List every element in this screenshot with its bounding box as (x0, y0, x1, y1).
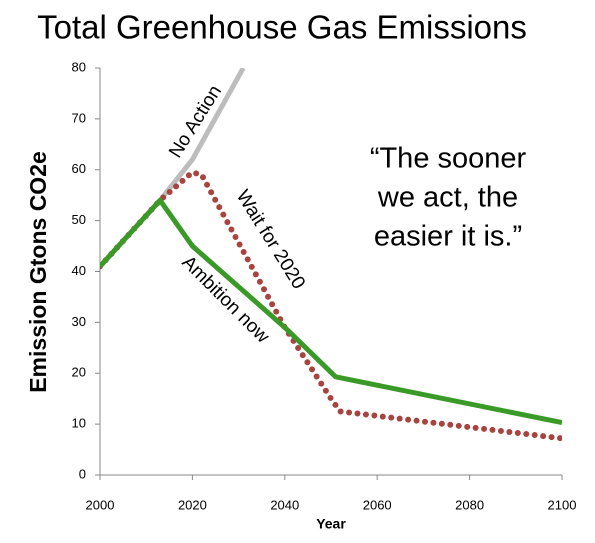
y-tick-label: 60 (72, 161, 86, 176)
series-label: Ambition now (178, 252, 274, 348)
y-tick-label: 0 (79, 466, 86, 481)
y-tick-label: 80 (72, 59, 86, 74)
series-line (100, 197, 562, 426)
x-axis-label: Year (316, 516, 346, 532)
quote-line: “The sooner (370, 143, 527, 175)
y-axis-label: Emission Gtons CO2e (25, 151, 51, 393)
y-tick-label: 10 (72, 416, 86, 431)
y-tick-label: 40 (72, 263, 86, 278)
y-tick-label: 50 (72, 212, 86, 227)
y-tick-label: 70 (72, 110, 86, 125)
x-tick-label: 2100 (548, 497, 577, 512)
x-tick-label: 2020 (178, 497, 207, 512)
x-tick-label: 2000 (86, 497, 115, 512)
quote-line: easier it is.” (374, 221, 522, 253)
x-tick-label: 2060 (363, 497, 392, 512)
series-label: Wait for 2020 (232, 187, 309, 293)
y-tick-label: 20 (72, 365, 86, 380)
x-tick-label: 2080 (455, 497, 484, 512)
chart-title: Total Greenhouse Gas Emissions (37, 9, 527, 46)
y-tick-label: 30 (72, 314, 86, 329)
quote-line: we act, the (377, 182, 518, 214)
x-tick-label: 2040 (270, 497, 299, 512)
